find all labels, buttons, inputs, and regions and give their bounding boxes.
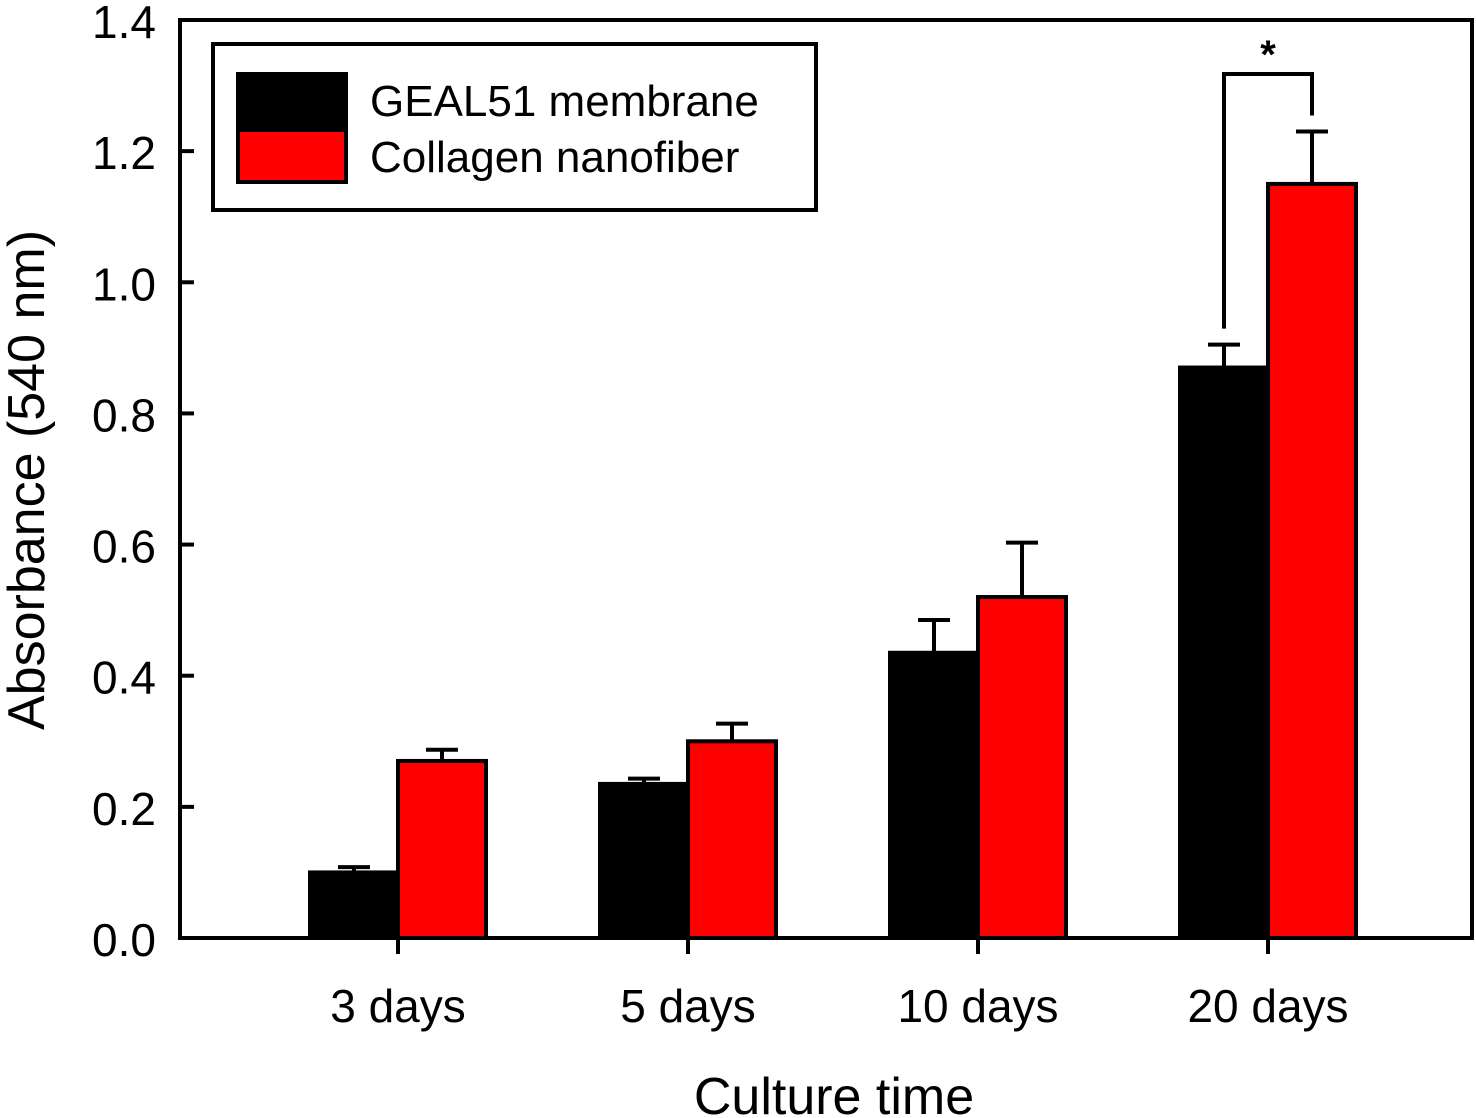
annotations: * <box>1222 33 1314 329</box>
y-axis: 0.0 0.2 0.4 0.6 0.8 1.0 1.2 1.4 <box>92 0 194 966</box>
legend: GEAL51 membrane Collagen nanofiber <box>211 42 818 212</box>
x-axis: 3 days 5 days 10 days 20 days <box>330 938 1349 1032</box>
x-tick-label: 3 days <box>330 980 466 1032</box>
y-axis-title: Absorbance (540 nm) <box>0 230 56 730</box>
bar-collagen <box>976 595 1068 940</box>
plot-border <box>178 18 1474 940</box>
legend-swatch <box>236 128 348 184</box>
y-tick-label: 0.8 <box>92 389 156 441</box>
y-tick-label: 0.0 <box>92 914 156 966</box>
error-bars <box>338 129 1328 873</box>
bar-geal51 <box>598 781 690 941</box>
bar-geal51 <box>1178 365 1270 940</box>
y-tick-label: 1.4 <box>92 0 156 48</box>
x-axis-title: Culture time <box>694 1068 974 1118</box>
y-tick-label: 1.2 <box>92 127 156 179</box>
plot-frame <box>178 18 1474 940</box>
x-tick-label: 5 days <box>620 980 756 1032</box>
bar-collagen <box>396 758 488 941</box>
y-tick-label: 1.0 <box>92 258 156 310</box>
bar-geal51 <box>888 650 980 940</box>
bar-geal51 <box>308 870 400 941</box>
y-tick-label: 0.4 <box>92 652 156 704</box>
bar-collagen <box>1266 181 1358 940</box>
x-tick-label: 20 days <box>1187 980 1348 1032</box>
legend-swatch <box>236 72 348 128</box>
bars <box>308 181 1358 941</box>
legend-label: Collagen nanofiber <box>370 133 739 182</box>
significance-star: * <box>1260 33 1276 77</box>
bar-collagen <box>686 739 778 940</box>
y-tick-label: 0.6 <box>92 521 156 573</box>
significance-bracket <box>1222 72 1314 329</box>
x-tick-label: 10 days <box>897 980 1058 1032</box>
y-tick-label: 0.2 <box>92 783 156 835</box>
legend-label: GEAL51 membrane <box>370 77 759 126</box>
